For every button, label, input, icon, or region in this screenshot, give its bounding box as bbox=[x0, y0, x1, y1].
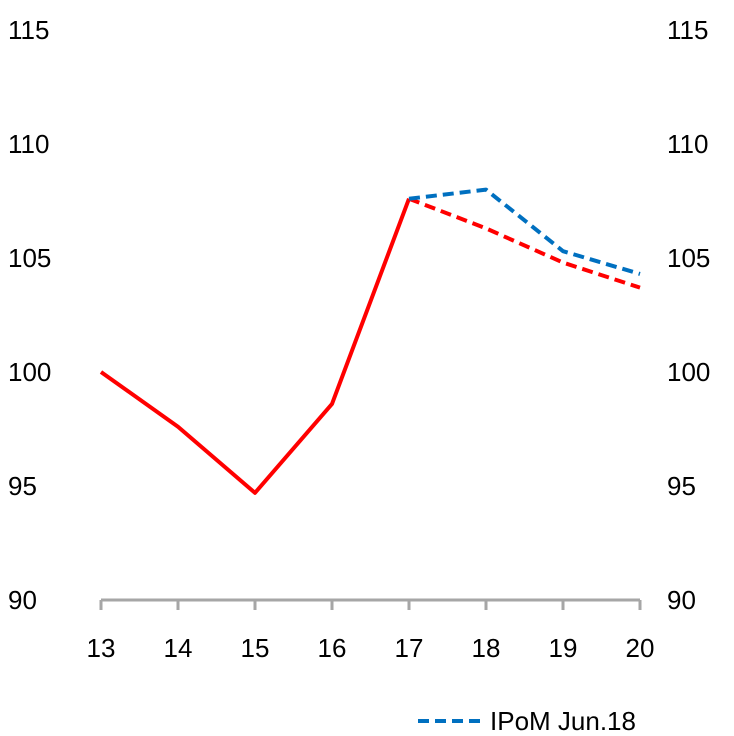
y-tick-label-right: 110 bbox=[667, 129, 708, 159]
x-tick-label: 14 bbox=[164, 633, 193, 663]
y-tick-label-right: 90 bbox=[667, 585, 696, 615]
series-layer bbox=[99, 187, 641, 495]
y-tick-label-right: 105 bbox=[667, 243, 710, 273]
y-tick-label-left: 100 bbox=[8, 357, 51, 387]
x-tick-label: 18 bbox=[472, 633, 501, 663]
x-tick-label: 15 bbox=[241, 633, 270, 663]
y-tick-label-left: 90 bbox=[8, 585, 37, 615]
y-tick-label-left: 95 bbox=[8, 471, 37, 501]
y-tick-label-right: 100 bbox=[667, 357, 710, 387]
x-tick-label: 13 bbox=[87, 633, 116, 663]
x-tick-label: 19 bbox=[549, 633, 578, 663]
y-tick-label-left: 105 bbox=[8, 243, 51, 273]
series-line-1 bbox=[408, 196, 641, 290]
legend-label: IPoM Jun.18 bbox=[490, 706, 636, 736]
y-tick-label-left: 110 bbox=[8, 129, 49, 159]
series-line-0 bbox=[99, 198, 411, 495]
series-line-2 bbox=[408, 187, 641, 276]
x-tick-label: 16 bbox=[318, 633, 347, 663]
y-tick-label-right: 95 bbox=[667, 471, 696, 501]
x-tick-label: 17 bbox=[395, 633, 424, 663]
labels-layer: 13 14 15 16 17 18 19 20 90 95 100 105 110 115 90 95 100 1… bbox=[8, 15, 710, 663]
legend: IPoM Jun.18 bbox=[418, 706, 636, 736]
axes bbox=[99, 598, 642, 610]
x-tick-label: 20 bbox=[626, 633, 655, 663]
y-tick-label-left: 115 bbox=[8, 15, 49, 45]
y-tick-label-right: 115 bbox=[667, 15, 708, 45]
